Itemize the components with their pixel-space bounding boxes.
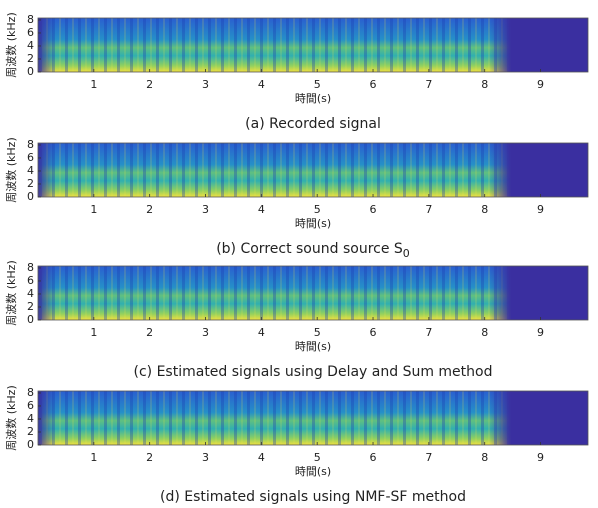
caption-text: (c) Estimated signals using Delay and Su… bbox=[134, 364, 493, 380]
y-tick-label: 4 bbox=[27, 164, 34, 177]
y-tick-label: 0 bbox=[27, 313, 34, 326]
x-tick-label: 8 bbox=[481, 326, 488, 339]
caption-text: (b) Correct sound source S bbox=[216, 241, 403, 257]
x-tick-label: 7 bbox=[425, 451, 432, 464]
y-tick-label: 0 bbox=[27, 438, 34, 451]
x-tick-label: 7 bbox=[425, 78, 432, 91]
x-tick-label: 6 bbox=[370, 78, 377, 91]
plot-frame bbox=[37, 265, 589, 321]
x-tick-label: 1 bbox=[90, 326, 97, 339]
x-tick-label: 3 bbox=[202, 451, 209, 464]
y-tick-label: 2 bbox=[27, 425, 34, 438]
x-tick-label: 6 bbox=[370, 451, 377, 464]
spectrogram-silence bbox=[38, 18, 588, 72]
x-tick-label: 7 bbox=[425, 203, 432, 216]
x-tick-label: 9 bbox=[537, 326, 544, 339]
x-tick-label: 8 bbox=[481, 203, 488, 216]
y-tick-label: 6 bbox=[27, 399, 34, 412]
spectrogram-silence bbox=[38, 391, 588, 445]
x-axis-label: 時間(s) bbox=[295, 92, 331, 105]
x-tick-label: 1 bbox=[90, 451, 97, 464]
caption: (b) Correct sound source S0 bbox=[216, 241, 410, 260]
y-tick-label: 8 bbox=[27, 138, 34, 151]
x-tick-label: 4 bbox=[258, 203, 265, 216]
x-axis-label: 時間(s) bbox=[295, 340, 331, 353]
y-tick-label: 0 bbox=[27, 190, 34, 203]
y-axis-label: 周波数 (kHz) bbox=[5, 12, 18, 78]
plot-frame bbox=[37, 390, 589, 446]
y-tick-label: 6 bbox=[27, 151, 34, 164]
plot-frame bbox=[37, 17, 589, 73]
x-tick-label: 3 bbox=[202, 203, 209, 216]
y-axis-label: 周波数 (kHz) bbox=[5, 137, 18, 203]
x-axis-label: 時間(s) bbox=[295, 465, 331, 478]
x-tick-label: 3 bbox=[202, 326, 209, 339]
caption-text: (d) Estimated signals using NMF-SF metho… bbox=[160, 489, 466, 505]
x-tick-label: 1 bbox=[90, 203, 97, 216]
x-tick-label: 4 bbox=[258, 326, 265, 339]
x-tick-label: 4 bbox=[258, 451, 265, 464]
x-tick-label: 6 bbox=[370, 203, 377, 216]
y-tick-label: 8 bbox=[27, 261, 34, 274]
caption: (d) Estimated signals using NMF-SF metho… bbox=[160, 489, 466, 505]
y-tick-label: 2 bbox=[27, 52, 34, 65]
x-tick-label: 5 bbox=[314, 326, 321, 339]
y-tick-label: 6 bbox=[27, 26, 34, 39]
x-tick-label: 6 bbox=[370, 326, 377, 339]
caption-subscript: 0 bbox=[403, 247, 410, 260]
x-tick-label: 3 bbox=[202, 78, 209, 91]
x-tick-label: 2 bbox=[146, 203, 153, 216]
x-tick-label: 1 bbox=[90, 78, 97, 91]
x-tick-label: 9 bbox=[537, 78, 544, 91]
y-tick-label: 2 bbox=[27, 300, 34, 313]
x-tick-label: 2 bbox=[146, 451, 153, 464]
x-tick-label: 5 bbox=[314, 78, 321, 91]
x-tick-label: 2 bbox=[146, 326, 153, 339]
x-tick-label: 5 bbox=[314, 203, 321, 216]
spectrogram-silence bbox=[38, 266, 588, 320]
spectrogram-silence bbox=[38, 143, 588, 197]
y-axis-label: 周波数 (kHz) bbox=[5, 385, 18, 451]
caption-text: (a) Recorded signal bbox=[245, 116, 381, 132]
y-tick-label: 2 bbox=[27, 177, 34, 190]
y-tick-label: 4 bbox=[27, 412, 34, 425]
x-axis-label: 時間(s) bbox=[295, 217, 331, 230]
y-tick-label: 8 bbox=[27, 13, 34, 26]
x-tick-label: 8 bbox=[481, 451, 488, 464]
x-tick-label: 2 bbox=[146, 78, 153, 91]
x-tick-label: 5 bbox=[314, 451, 321, 464]
x-tick-label: 8 bbox=[481, 78, 488, 91]
caption: (a) Recorded signal bbox=[245, 116, 381, 132]
x-tick-label: 9 bbox=[537, 451, 544, 464]
plot-frame bbox=[37, 142, 589, 198]
y-tick-label: 4 bbox=[27, 287, 34, 300]
y-axis-label: 周波数 (kHz) bbox=[5, 260, 18, 326]
x-tick-label: 9 bbox=[537, 203, 544, 216]
y-tick-label: 4 bbox=[27, 39, 34, 52]
y-tick-label: 0 bbox=[27, 65, 34, 78]
x-tick-label: 4 bbox=[258, 78, 265, 91]
y-tick-label: 8 bbox=[27, 386, 34, 399]
caption: (c) Estimated signals using Delay and Su… bbox=[134, 364, 493, 380]
x-tick-label: 7 bbox=[425, 326, 432, 339]
y-tick-label: 6 bbox=[27, 274, 34, 287]
